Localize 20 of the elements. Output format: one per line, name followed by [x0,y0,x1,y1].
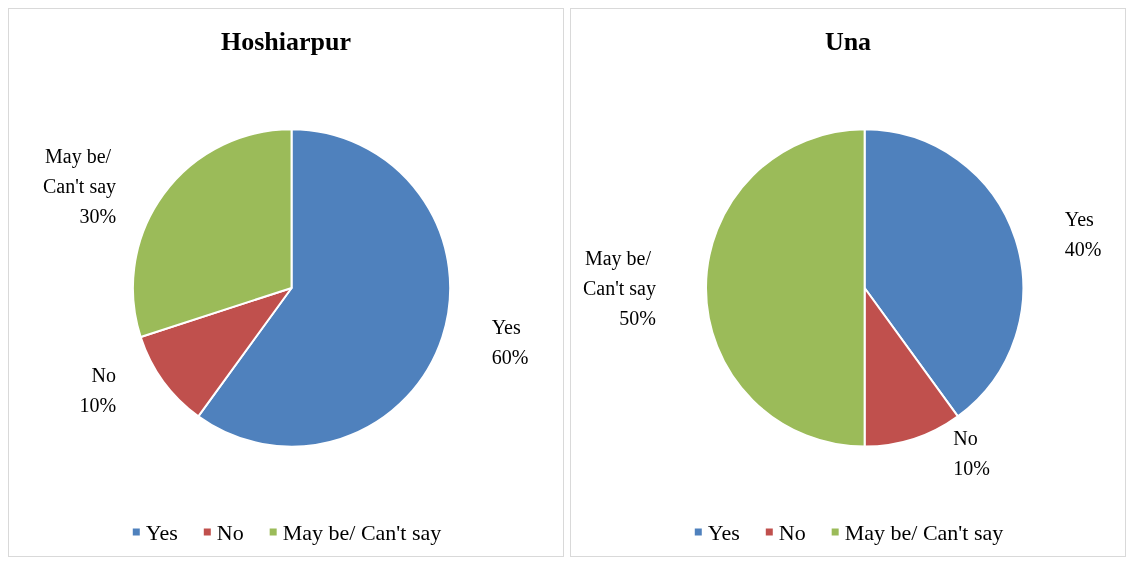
slice-label: May be/ Can't say [43,144,117,198]
legend-label: May be/ Can't say [282,519,442,545]
data-label: 10% [79,394,117,417]
slice-label: Yes [491,315,521,338]
data-label: 50% [619,306,656,329]
data-label: 30% [79,204,117,227]
data-label: 10% [953,457,990,480]
slice-label: May be/ Can't say [582,246,656,300]
legend-label: May be/ Can't say [844,519,1004,545]
chart-title: Hoshiarpur [220,26,352,56]
legend-label: Yes [707,519,740,545]
data-label: 40% [1064,238,1102,261]
slice-label: No [953,427,978,450]
chart-title: Una [824,26,872,56]
slice-label: No [91,364,117,387]
legend-label: No [778,519,806,545]
slice-label: Yes [1064,208,1095,231]
data-label: 60% [491,345,529,368]
legend-label: Yes [145,519,178,545]
legend-label: No [216,519,244,545]
